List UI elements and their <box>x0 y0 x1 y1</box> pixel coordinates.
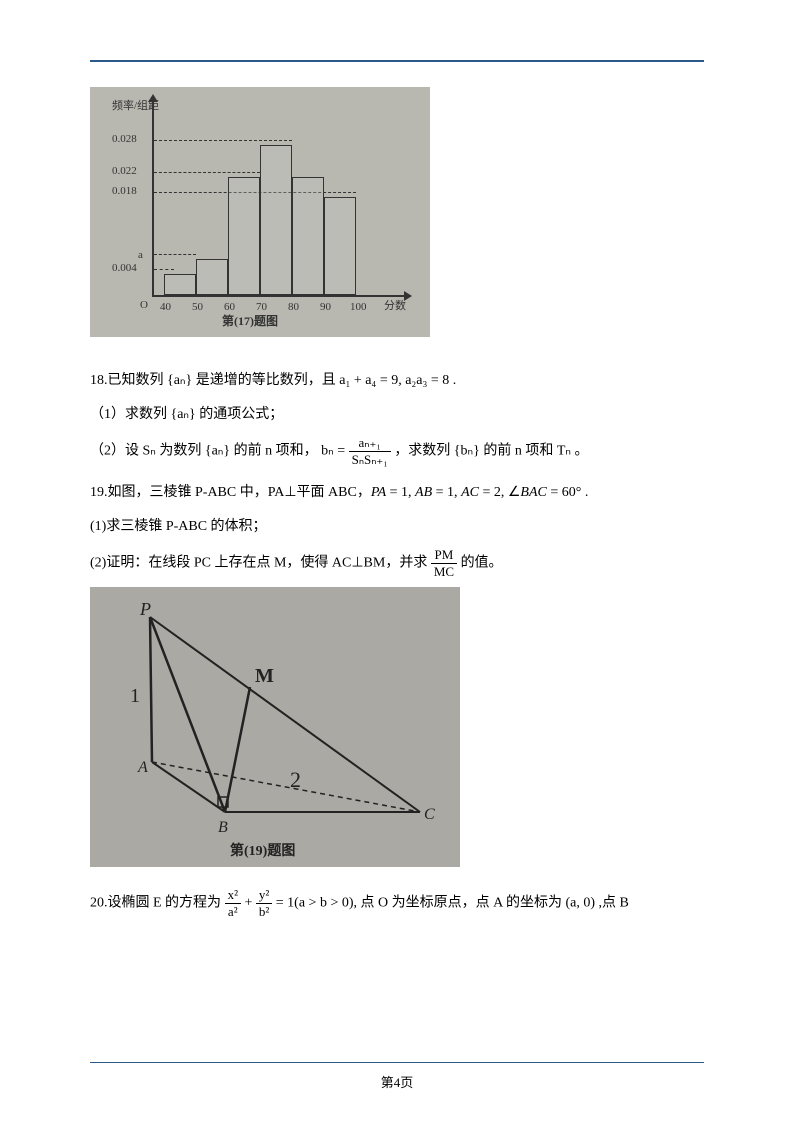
fraction: PM MC <box>431 547 457 579</box>
header-rule <box>90 60 704 62</box>
page-number: 第4页 <box>0 1072 794 1091</box>
q19-part1: (1)求三棱锥 P-ABC 的体积； <box>90 513 704 541</box>
denominator: MC <box>431 564 457 580</box>
q19-stem: 19.如图，三棱锥 P-ABC 中，PA⊥平面 ABC，PA = 1, AB =… <box>90 479 704 507</box>
histogram-bar <box>164 274 196 295</box>
svg-text:A: A <box>137 759 148 776</box>
q20-stem: 20.设椭圆 E 的方程为 x² a² + y² b² = 1(a > b > … <box>90 887 704 919</box>
denominator: a² <box>225 904 241 920</box>
x-tick: 50 <box>192 301 203 313</box>
pyramid-svg: P M A B C 1 2 第(19)题图 <box>90 587 460 867</box>
denominator: b² <box>256 904 272 920</box>
svg-text:2: 2 <box>290 767 301 792</box>
fraction: x² a² <box>225 887 241 919</box>
text: + <box>244 896 255 911</box>
gridline <box>154 269 174 270</box>
svg-text:第(19)题图: 第(19)题图 <box>230 842 295 859</box>
svg-text:M: M <box>255 665 274 687</box>
text: 20.设椭圆 E 的方程为 <box>90 896 225 911</box>
svg-text:1: 1 <box>130 685 140 707</box>
x-tick: 80 <box>288 301 299 313</box>
x-tick: 90 <box>320 301 331 313</box>
pyramid-figure: P M A B C 1 2 第(19)题图 <box>90 587 460 867</box>
figure-caption: 第(17)题图 <box>222 312 278 329</box>
text: bₙ = <box>321 443 348 458</box>
histogram-bar <box>292 177 324 295</box>
histogram-bar <box>324 197 356 295</box>
footer-rule <box>90 1062 704 1063</box>
text: ，求数列 {bₙ} 的前 n 项和 Tₙ 。 <box>394 443 588 458</box>
histogram-bar <box>228 177 260 295</box>
svg-text:C: C <box>424 806 435 823</box>
x-tick: 100 <box>350 301 367 313</box>
q18-stem: 18.已知数列 {aₙ} 是递增的等比数列，且 a₁ + a₄ = 9, a₂a… <box>90 367 704 395</box>
x-axis-label: 分数 <box>384 297 406 313</box>
histogram-bar <box>260 145 292 295</box>
numerator: x² <box>225 887 241 904</box>
histogram-bar <box>196 259 228 295</box>
text: 的值。 <box>461 556 503 571</box>
denominator: SₙSₙ₊₁ <box>349 452 391 468</box>
y-tick: 0.022 <box>112 165 137 177</box>
origin-label: O <box>140 299 148 311</box>
q19-part2: (2)证明：在线段 PC 上存在点 M，使得 AC⊥BM，并求 PM MC 的值… <box>90 547 704 579</box>
gridline <box>154 140 292 141</box>
gridline <box>154 254 196 255</box>
numerator: aₙ₊₁ <box>349 435 391 452</box>
text: (2)证明：在线段 PC 上存在点 M，使得 AC⊥BM，并求 <box>90 556 431 571</box>
gridline <box>154 172 260 173</box>
histogram-figure: 频率/组距 0.028 0.022 0.018 a 0.004 O 4 <box>90 87 430 337</box>
svg-text:B: B <box>218 819 228 836</box>
text: （2）设 Sₙ 为数列 {aₙ} 的前 n 项和， <box>90 443 318 458</box>
fraction: y² b² <box>256 887 272 919</box>
text: = 1(a > b > 0), 点 O 为坐标原点，点 A 的坐标为 (a, 0… <box>276 896 629 911</box>
y-tick: 0.004 <box>112 262 137 274</box>
q18-part1: （1）求数列 {aₙ} 的通项公式； <box>90 401 704 429</box>
y-tick: a <box>138 249 143 261</box>
numerator: y² <box>256 887 272 904</box>
y-axis <box>152 97 154 297</box>
x-axis <box>152 295 408 297</box>
numerator: PM <box>431 547 457 564</box>
y-axis-arrow <box>148 94 158 102</box>
q18-part2: （2）设 Sₙ 为数列 {aₙ} 的前 n 项和， bₙ = aₙ₊₁ SₙSₙ… <box>90 435 704 467</box>
fraction: aₙ₊₁ SₙSₙ₊₁ <box>349 435 391 467</box>
svg-text:P: P <box>139 599 151 619</box>
y-tick: 0.018 <box>112 185 137 197</box>
y-tick: 0.028 <box>112 133 137 145</box>
x-tick: 40 <box>160 301 171 313</box>
